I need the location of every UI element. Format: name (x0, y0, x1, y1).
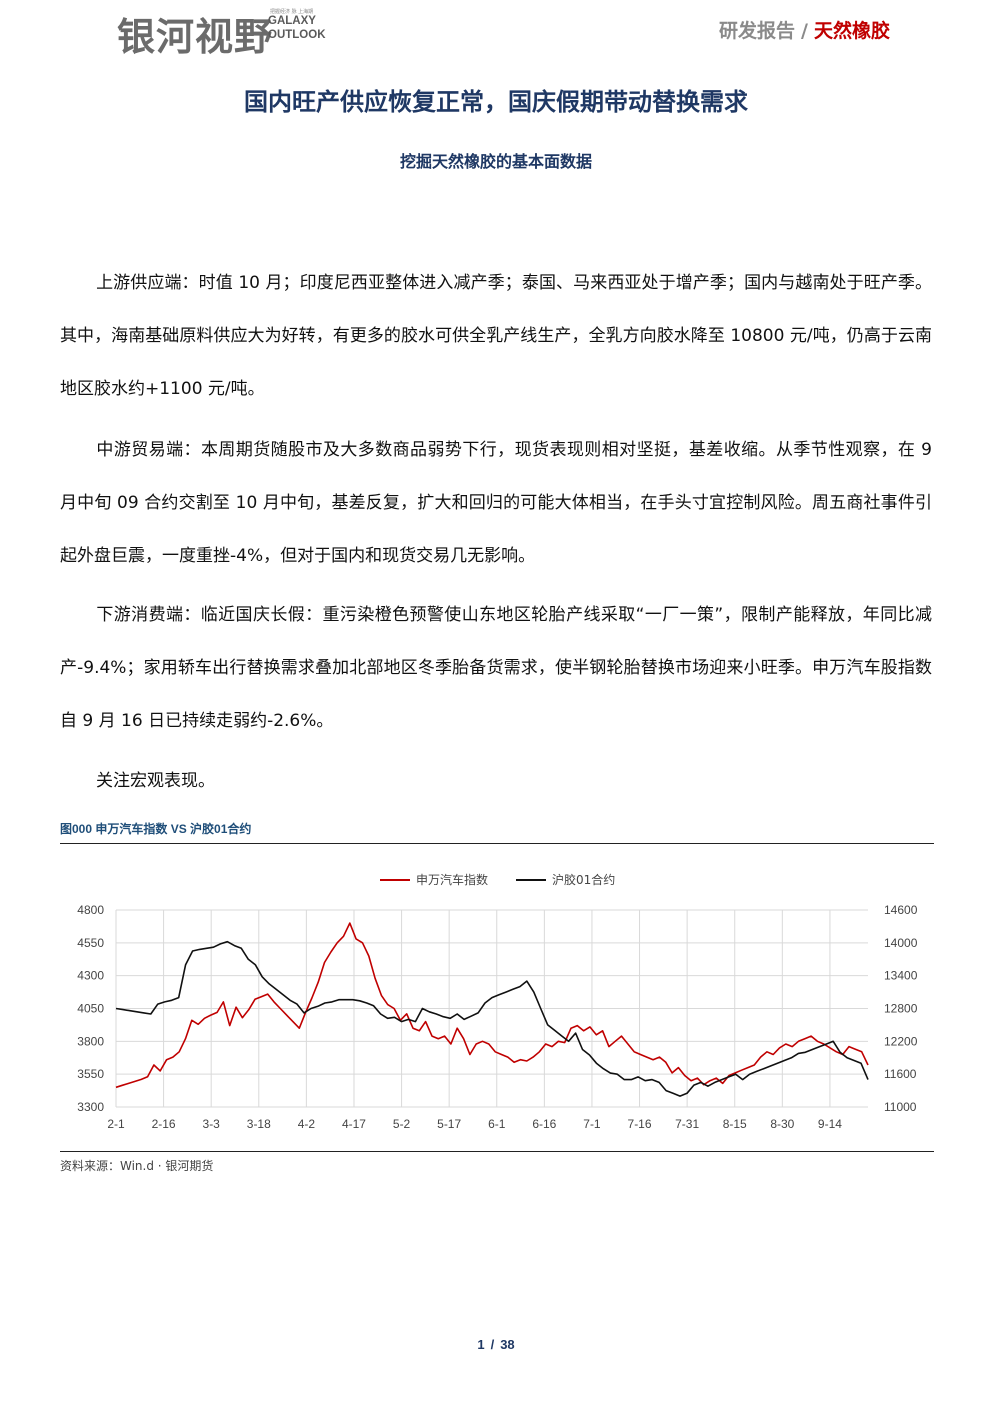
page-current: 1 (477, 1337, 485, 1352)
breadcrumb-separator: / (801, 20, 808, 42)
x-tick-label: 3-3 (203, 1117, 221, 1131)
report-subtitle: 挖掘天然橡胶的基本面数据 (399, 152, 592, 171)
paragraph-macro: 关注宏观表现。 (60, 755, 932, 808)
page-number: 1 / 38 (0, 1337, 992, 1352)
y-right-tick-label: 11000 (884, 1100, 917, 1114)
x-tick-label: 9-14 (818, 1117, 842, 1131)
legend-label: 申万汽车指数 (416, 872, 488, 887)
y-left-tick-label: 4800 (77, 903, 104, 917)
y-left-tick-label: 3300 (77, 1100, 104, 1114)
y-right-tick-label: 14000 (884, 936, 918, 950)
page-total: 38 (500, 1337, 515, 1352)
x-tick-label: 4-2 (298, 1117, 316, 1131)
series-line-rubber-contract (115, 940, 869, 1097)
line-chart: 4800 4550 4300 4050 3800 3550 3300 14600 14000 13… (77, 872, 918, 1131)
logo-en-text: GALAXY OUTLOOK (268, 14, 326, 42)
report-topic: 天然橡胶 (813, 20, 890, 42)
report-category: 研发报告 (719, 20, 796, 42)
y-right-tick-label: 12800 (884, 1002, 918, 1016)
x-tick-label: 6-16 (532, 1117, 556, 1131)
x-tick-label: 8-30 (770, 1117, 794, 1131)
x-tick-label: 7-1 (583, 1117, 601, 1131)
legend-label: 沪胶01合约 (552, 872, 615, 887)
x-tick-label: 5-17 (437, 1117, 461, 1131)
logo-en-line2: OUTLOOK (268, 29, 326, 41)
figure-bottom-rule (60, 1151, 934, 1152)
x-tick-label: 5-2 (393, 1117, 411, 1131)
x-tick-label: 3-18 (247, 1117, 271, 1131)
y-left-tick-label: 3550 (77, 1067, 104, 1081)
paragraph-upstream: 上游供应端：时值 10 月；印度尼西亚整体进入减产季；泰国、马来西亚处于增产季；… (60, 257, 932, 416)
logo-cn-text: 银河视野 (117, 15, 274, 59)
x-tick-label: 7-16 (628, 1117, 652, 1131)
paragraph-upstream-text: 上游供应端：时值 10 月；印度尼西亚整体进入减产季；泰国、马来西亚处于增产季；… (60, 273, 932, 399)
y-left-tick-label: 3800 (77, 1034, 104, 1048)
figure-title: 图000 申万汽车指数 VS 沪胶01合约 (60, 822, 252, 836)
y-left-tick-label: 4550 (77, 936, 104, 950)
x-tick-label: 4-17 (342, 1117, 366, 1131)
report-breadcrumb: 研发报告 / 天然橡胶 (719, 16, 890, 43)
paragraph-midstream: 中游贸易端：本周期货随股市及大多数商品弱势下行，现货表现则相对坚挺，基差收缩。从… (60, 424, 932, 583)
logo-en-line1: GALAXY (268, 15, 316, 27)
paragraph-downstream-text: 下游消费端：临近国庆长假：重污染橙色预警使山东地区轮胎产线采取“一厂一策”，限制… (60, 605, 932, 731)
page-separator: / (490, 1337, 495, 1352)
paragraph-downstream: 下游消费端：临近国庆长假：重污染橙色预警使山东地区轮胎产线采取“一厂一策”，限制… (60, 589, 932, 748)
series-line-auto-index (115, 922, 869, 1089)
y-right-tick-label: 14600 (884, 903, 918, 917)
x-tick-label: 7-31 (675, 1117, 699, 1131)
y-left-tick-label: 4300 (77, 969, 104, 983)
y-right-tick-label: 11600 (884, 1067, 917, 1081)
x-tick-label: 2-1 (107, 1117, 125, 1131)
paragraph-midstream-text: 中游贸易端：本周期货随股市及大多数商品弱势下行，现货表现则相对坚挺，基差收缩。从… (60, 440, 932, 566)
figure-source: 资料来源：Win.d · 银河期货 (60, 1159, 214, 1173)
y-right-tick-label: 13400 (884, 969, 918, 983)
report-title: 国内旺产供应恢复正常，国庆假期带动替换需求 (244, 88, 748, 116)
paragraph-macro-text: 关注宏观表现。 (96, 771, 215, 791)
y-left-tick-label: 4050 (77, 1002, 104, 1016)
y-right-tick-label: 12200 (884, 1034, 918, 1048)
x-tick-label: 2-16 (152, 1117, 176, 1131)
x-tick-label: 8-15 (723, 1117, 747, 1131)
figure-top-rule (60, 843, 934, 844)
logo-tagline: 把握经济 脉 上海期 (270, 9, 314, 15)
x-tick-label: 6-1 (488, 1117, 506, 1131)
